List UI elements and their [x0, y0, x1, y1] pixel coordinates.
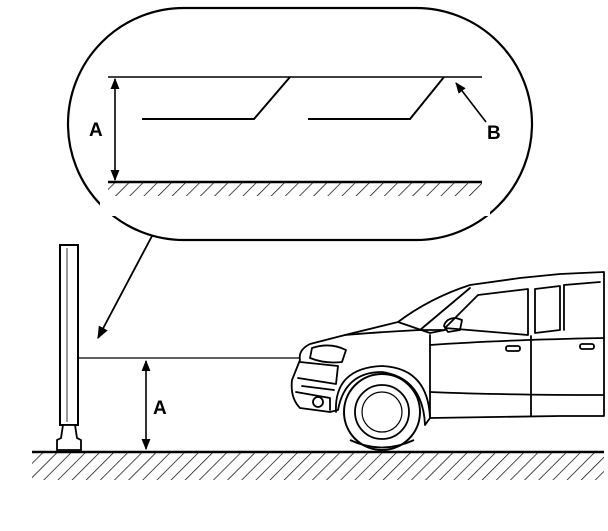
aiming-screen — [56, 244, 82, 451]
floor — [20, 450, 608, 526]
vehicle-body-outline — [290, 271, 605, 426]
vehicle — [290, 271, 605, 426]
headlight — [309, 344, 347, 364]
screen-stand — [56, 424, 82, 451]
side-mirror — [443, 317, 463, 333]
front-wheel-arch — [335, 365, 431, 419]
front-door-handle — [505, 345, 521, 352]
callout-leader-arrow — [97, 235, 153, 340]
detail-ground-hatch — [108, 182, 482, 198]
screen-panel — [59, 244, 79, 426]
front-side-window — [444, 288, 529, 336]
rear-side-window — [534, 285, 561, 334]
main-label-a: A — [153, 398, 167, 419]
right-beam-cutoff — [308, 76, 445, 120]
fog-light — [312, 396, 324, 408]
detail-callout: A B — [66, 6, 534, 242]
detail-label-a: A — [89, 120, 103, 141]
rear-door-handle — [579, 343, 595, 350]
detail-label-b: B — [487, 123, 501, 144]
floor-hatch — [32, 452, 604, 482]
left-beam-cutoff — [142, 76, 291, 120]
front-wheel — [343, 373, 421, 451]
detail-pointer-b-arrow — [455, 82, 487, 123]
